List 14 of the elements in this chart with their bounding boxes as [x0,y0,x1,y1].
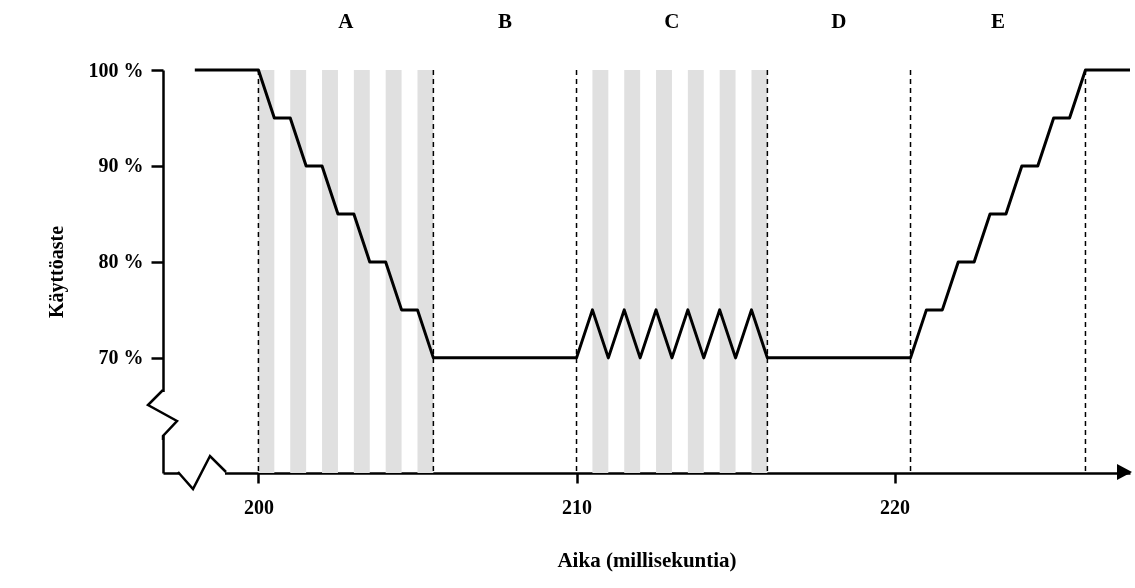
text: A [338,9,355,33]
x-tick-label: 220 [880,495,911,518]
x-axis-title: Aika (millisekuntia) [557,547,737,572]
text: D [831,9,847,33]
text: B [497,9,512,33]
text: E [990,9,1005,33]
text: C [664,9,680,33]
y-tick-label: 80 % [98,250,144,273]
x-tick-label: 210 [562,495,593,518]
y-tick-label: 70 % [98,346,144,369]
y-tick-label: 100 % [88,58,144,81]
y-axis-title: Käyttöaste [44,225,68,319]
x-tick-label: 200 [243,495,274,518]
y-tick-label: 90 % [98,154,144,177]
